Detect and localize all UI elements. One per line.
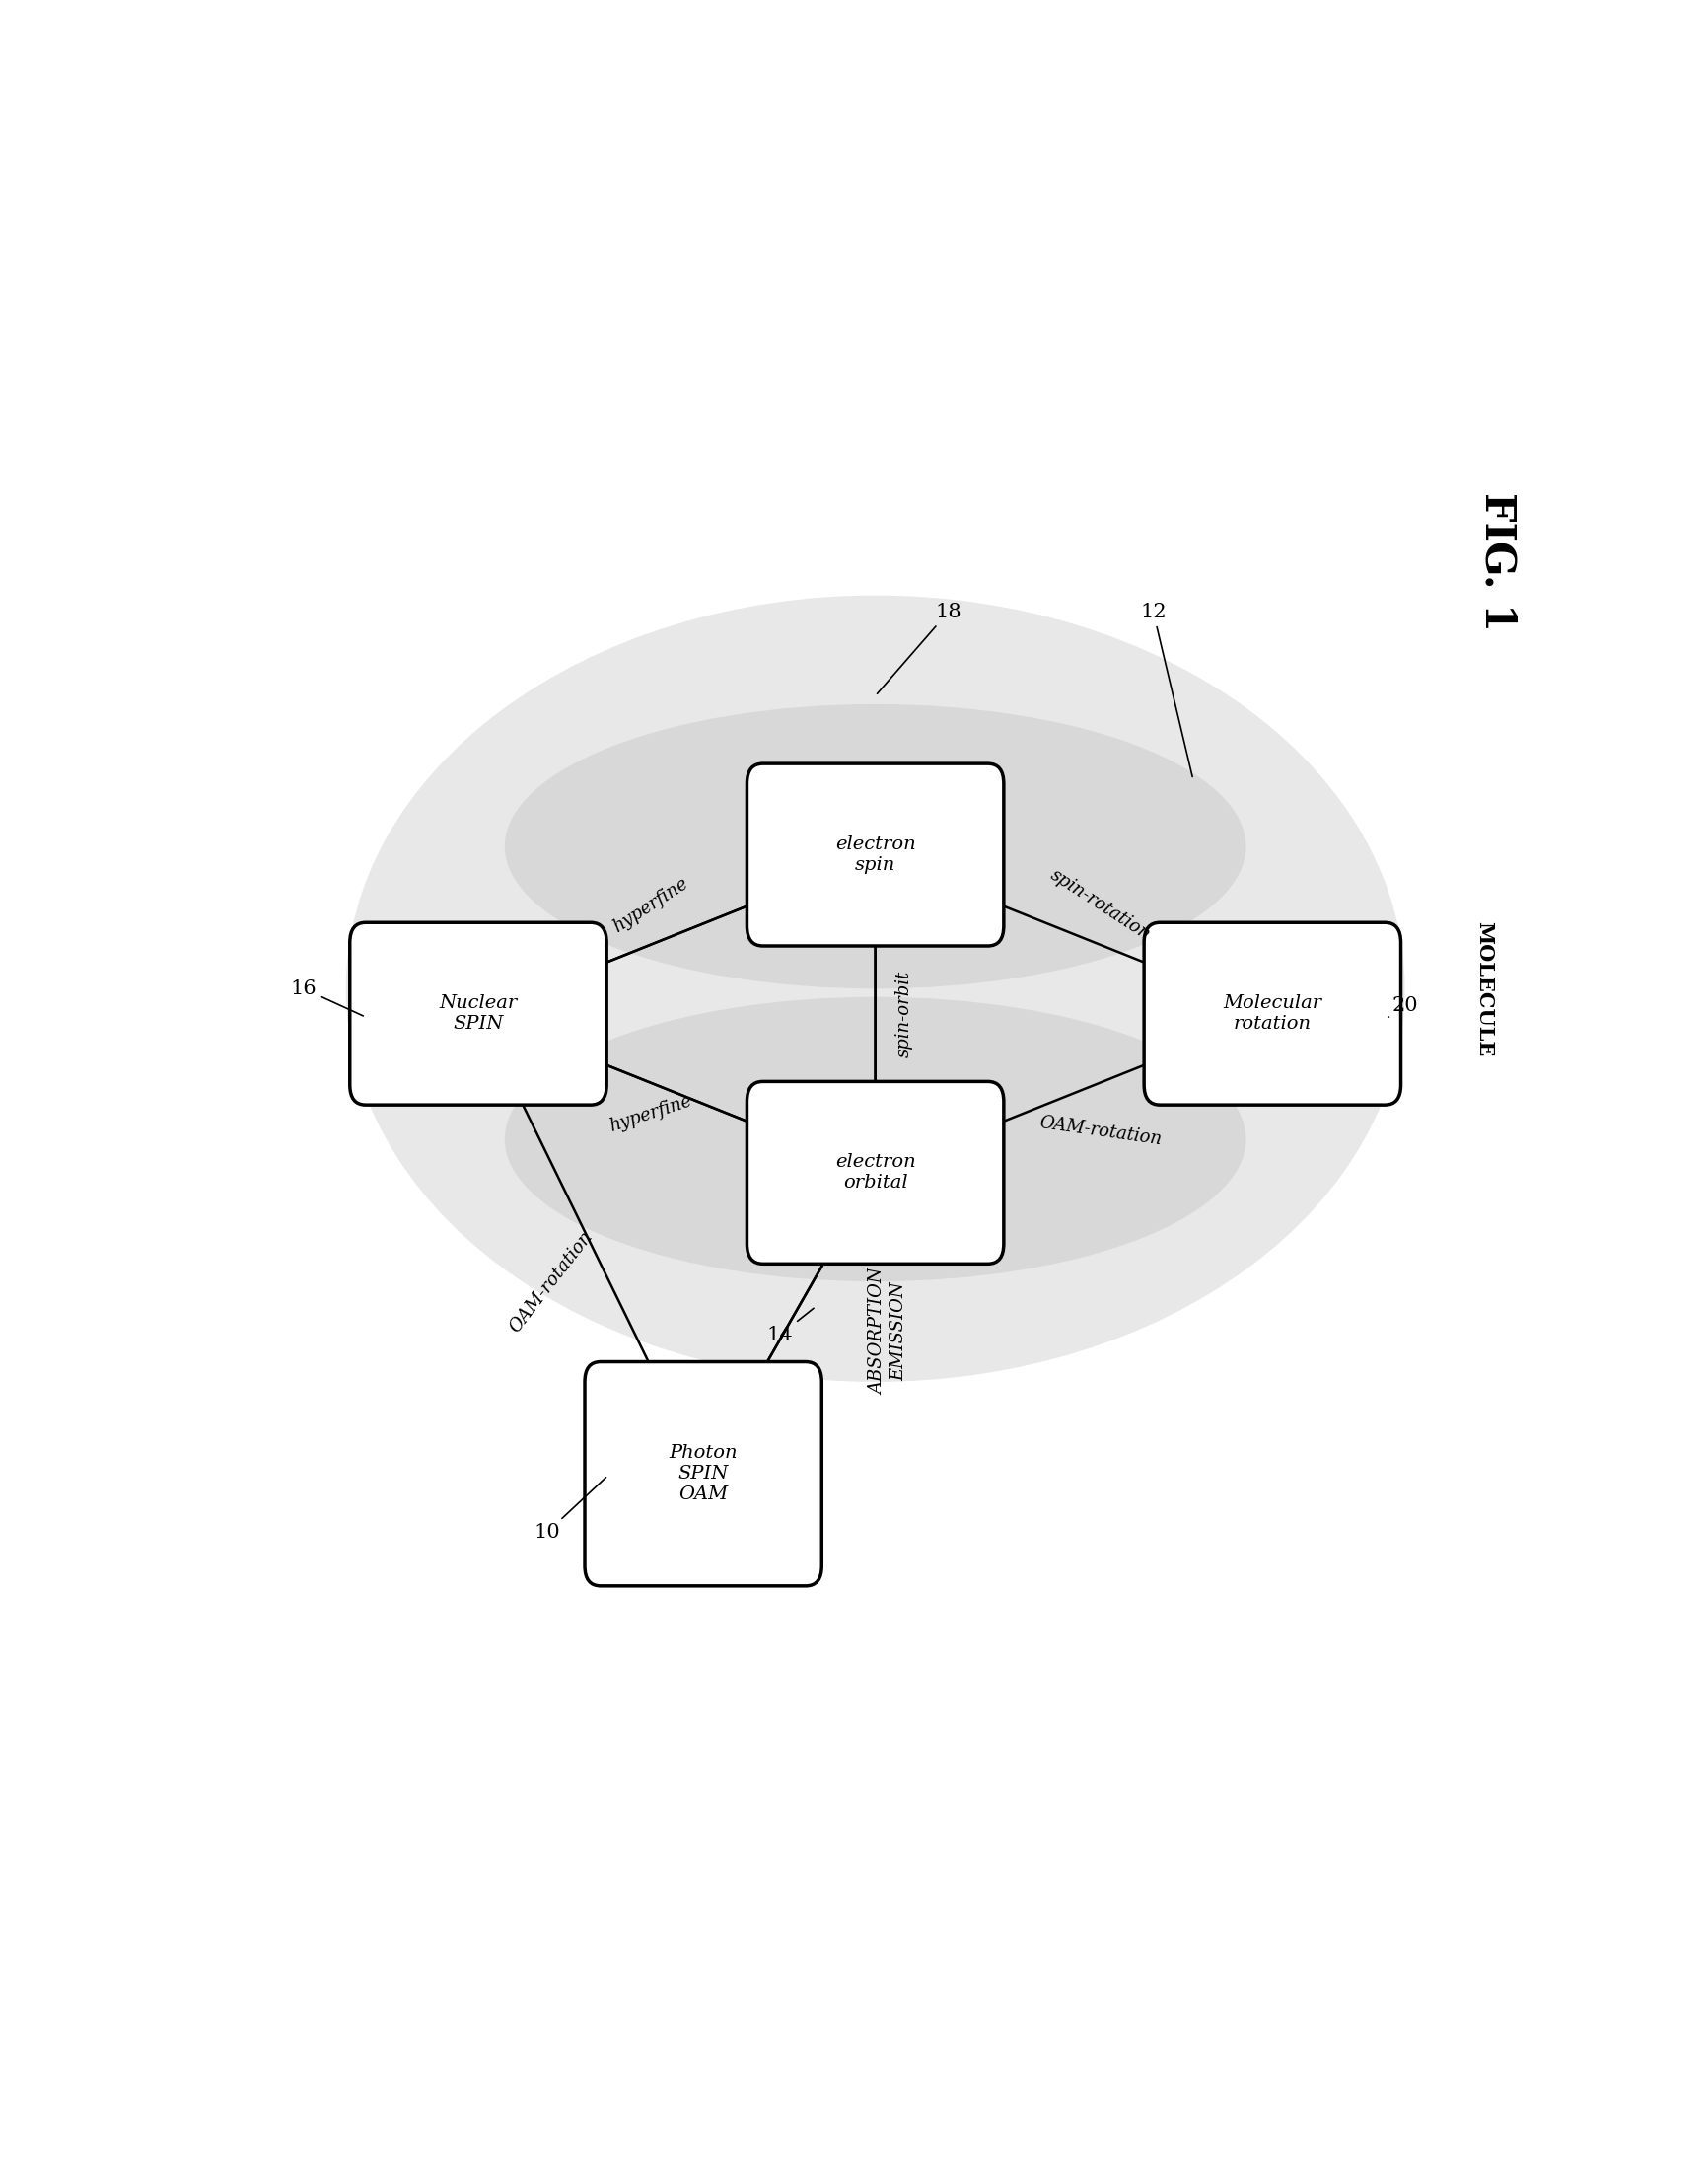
Text: 14: 14 (767, 1308, 813, 1345)
Text: OAM-rotation: OAM-rotation (1038, 1113, 1163, 1147)
Text: electron
spin: electron spin (835, 837, 915, 874)
Text: FIG. 1: FIG. 1 (1477, 493, 1518, 632)
FancyBboxPatch shape (746, 1082, 1004, 1265)
Text: 16: 16 (290, 980, 364, 1017)
Text: Nuclear
SPIN: Nuclear SPIN (439, 995, 518, 1032)
Text: MOLECULE: MOLECULE (1474, 921, 1494, 1056)
FancyBboxPatch shape (350, 924, 606, 1104)
Text: Molecular
rotation: Molecular rotation (1223, 995, 1322, 1032)
Text: OAM-rotation: OAM-rotation (506, 1228, 596, 1336)
Ellipse shape (504, 997, 1247, 1282)
Text: hyperfine: hyperfine (610, 874, 692, 937)
Text: 10: 10 (535, 1478, 606, 1543)
Ellipse shape (504, 704, 1247, 989)
FancyBboxPatch shape (584, 1362, 822, 1586)
Text: electron
orbital: electron orbital (835, 1154, 915, 1191)
Text: 12: 12 (1141, 602, 1192, 776)
Text: hyperfine: hyperfine (606, 1093, 693, 1136)
Text: spin-orbit: spin-orbit (895, 969, 914, 1058)
Ellipse shape (345, 595, 1404, 1382)
FancyBboxPatch shape (746, 763, 1004, 945)
Text: spin-rotation: spin-rotation (1047, 867, 1153, 943)
Text: 18: 18 (878, 602, 962, 693)
Text: Photon
SPIN
OAM: Photon SPIN OAM (670, 1445, 738, 1504)
Text: 20: 20 (1389, 995, 1418, 1017)
Text: ABSORPTION
EMISSION: ABSORPTION EMISSION (869, 1269, 907, 1395)
FancyBboxPatch shape (1144, 924, 1401, 1104)
